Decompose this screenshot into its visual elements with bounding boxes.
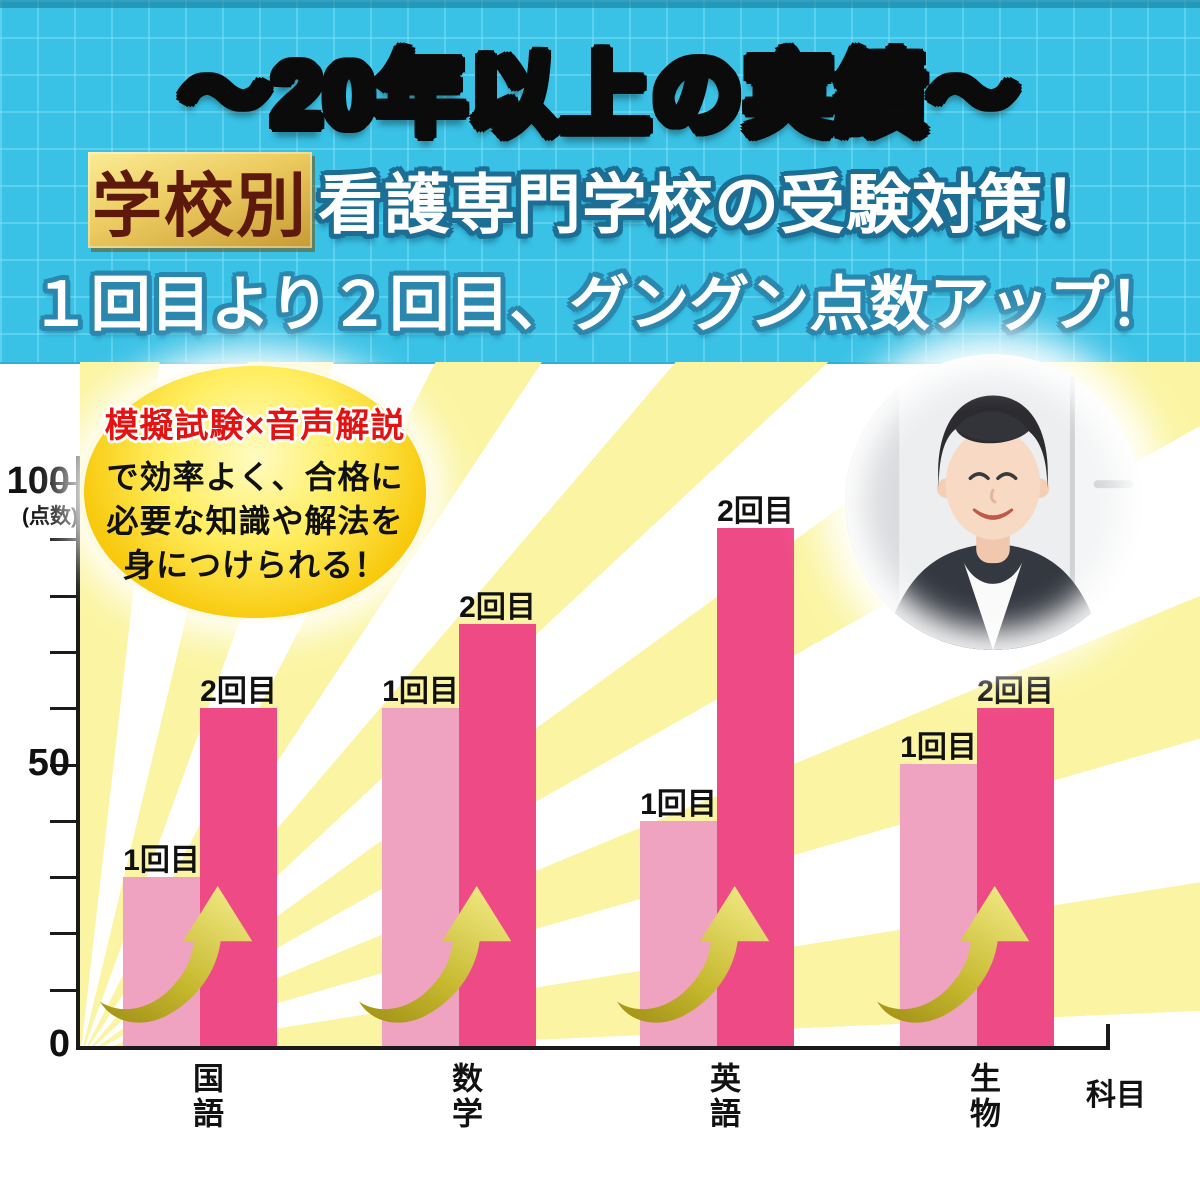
bubble-line-1: 模擬試験×音声解説 xyxy=(104,406,406,445)
bubble-line-2: で効率よく、合格に xyxy=(106,458,404,495)
y-tick-label: 100 xyxy=(6,460,70,502)
bar-label-1回目-英語: 1回目 xyxy=(640,788,717,821)
headline-exam-prep: 看護専門学校の受験対策！ xyxy=(318,168,1111,241)
y-tick-label: 50 xyxy=(27,741,70,784)
y-tick xyxy=(50,482,78,485)
bar-label-1回目-生物: 1回目 xyxy=(900,731,977,764)
x-category-label-国語: 国語 xyxy=(188,1062,223,1132)
bubble-line-3: 必要な知識や解法を xyxy=(106,502,404,539)
x-category-label-生物: 生物 xyxy=(965,1062,1000,1132)
x-axis-line xyxy=(76,1046,1110,1050)
y-tick xyxy=(50,650,78,654)
bar-label-1回目-国語: 1回目 xyxy=(123,844,200,877)
bubble-line-4: 身につけられる！ xyxy=(122,546,387,583)
headline-score-up: １回目より２回目、グングン点数アップ！ xyxy=(30,271,1170,338)
woman-photo xyxy=(845,354,1141,650)
x-axis-label: 科目 xyxy=(1086,1079,1146,1112)
bar-label-2回目-英語: 2回目 xyxy=(717,495,794,528)
y-tick xyxy=(50,932,78,936)
score-up-arrow xyxy=(872,882,1062,1050)
bar-label-2回目-生物: 2回目 xyxy=(977,675,1054,708)
x-category-label-英語: 英語 xyxy=(705,1062,740,1132)
page-title: ～20年以上の実績～ xyxy=(0,22,1200,152)
y-axis-unit-label: (点数) xyxy=(22,505,78,528)
x-category-label-数学: 数学 xyxy=(447,1062,482,1132)
bar-label-2回目-国語: 2回目 xyxy=(200,675,277,708)
bar-2回目-生物 xyxy=(977,708,1054,1046)
benefit-bubble: 模擬試験×音声解説 で効率よく、合格に 必要な知識や解法を 身につけられる！ xyxy=(84,366,426,618)
y-tick xyxy=(50,594,78,598)
woman-portrait-illustration xyxy=(845,354,1141,650)
score-up-arrow xyxy=(354,882,544,1050)
y-tick xyxy=(50,538,78,542)
bar-label-1回目-数学: 1回目 xyxy=(382,675,459,708)
bar-2回目-国語 xyxy=(200,708,277,1046)
bar-label-2回目-数学: 2回目 xyxy=(459,591,536,624)
header-band: ～20年以上の実績～ 学校別 看護専門学校の受験対策！ １回目より２回目、グング… xyxy=(0,0,1200,364)
x-axis-end-tick xyxy=(1106,1024,1110,1046)
y-tick xyxy=(50,876,78,880)
y-axis-line xyxy=(76,456,80,1050)
y-tick xyxy=(50,707,78,711)
bar-2回目-数学 xyxy=(459,624,536,1046)
y-tick xyxy=(50,819,78,823)
score-up-arrow xyxy=(612,882,802,1050)
score-up-arrow xyxy=(95,882,285,1050)
y-tick-label: 0 xyxy=(48,1023,70,1065)
y-tick xyxy=(50,763,78,767)
y-tick xyxy=(50,988,78,992)
school-badge: 学校別 xyxy=(88,152,312,248)
